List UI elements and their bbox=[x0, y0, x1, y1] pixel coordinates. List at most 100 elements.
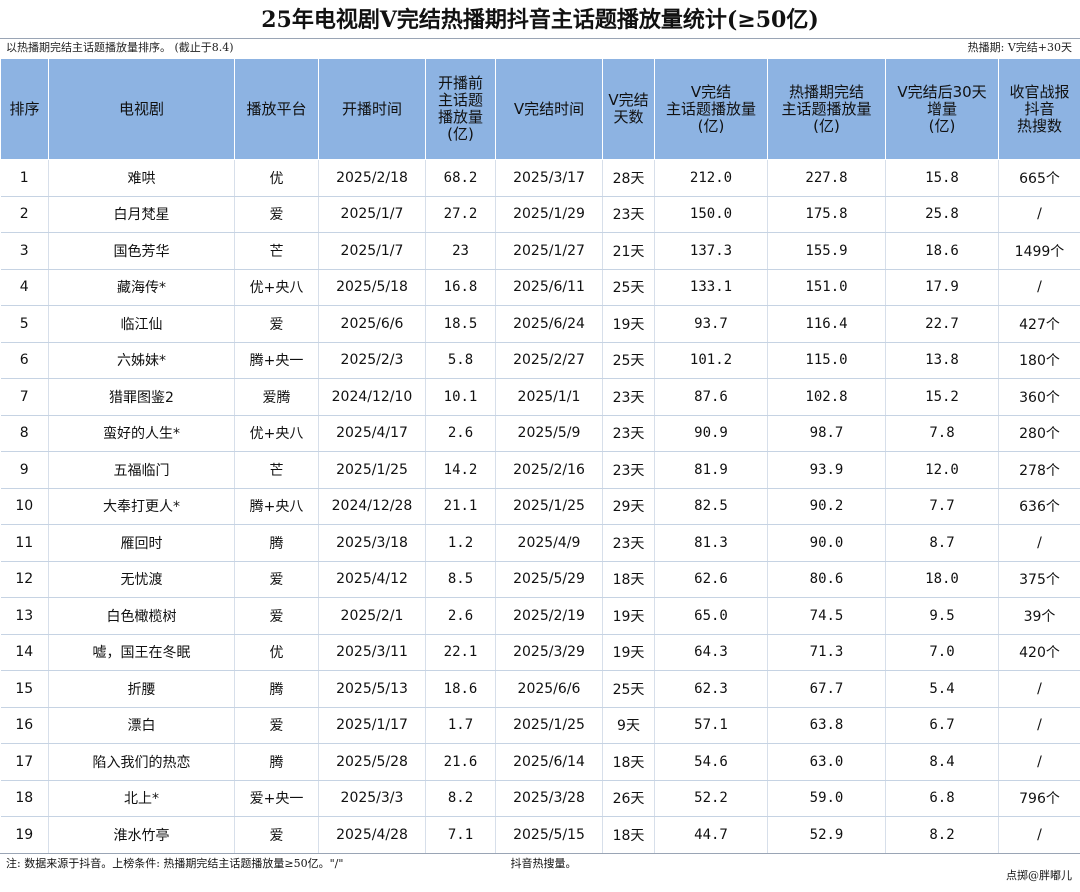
table-cell: 18天 bbox=[603, 561, 655, 598]
table-cell: 2025/4/9 bbox=[496, 525, 603, 562]
table-cell: 116.4 bbox=[768, 306, 886, 343]
table-cell: 7.1 bbox=[426, 817, 496, 854]
table-cell: 280个 bbox=[999, 415, 1080, 452]
table-cell: 2025/5/9 bbox=[496, 415, 603, 452]
table-cell: / bbox=[999, 817, 1080, 854]
table-cell: 爱 bbox=[235, 561, 319, 598]
table-cell: 6.8 bbox=[886, 780, 999, 817]
table-cell: 12 bbox=[1, 561, 49, 598]
column-header: V完结时间 bbox=[496, 59, 603, 160]
sort-note: 以热播期完结主话题播放量排序。 (截止于8.4) bbox=[6, 38, 234, 58]
footer-note-tail: 抖音热搜量。 bbox=[510, 857, 576, 870]
table-cell: 115.0 bbox=[768, 342, 886, 379]
table-cell: 11 bbox=[1, 525, 49, 562]
table-cell: 2025/1/7 bbox=[319, 196, 426, 233]
table-cell: 227.8 bbox=[768, 160, 886, 197]
table-cell: / bbox=[999, 269, 1080, 306]
table-cell: 375个 bbox=[999, 561, 1080, 598]
table-cell: 25.8 bbox=[886, 196, 999, 233]
table-cell: 5.4 bbox=[886, 671, 999, 708]
table-cell: 25天 bbox=[603, 671, 655, 708]
table-cell: 68.2 bbox=[426, 160, 496, 197]
table-cell: 18.5 bbox=[426, 306, 496, 343]
table-cell: 2025/5/18 bbox=[319, 269, 426, 306]
table-cell: 2025/1/29 bbox=[496, 196, 603, 233]
table-cell: 26天 bbox=[603, 780, 655, 817]
table-cell: 151.0 bbox=[768, 269, 886, 306]
footer-note: 注: 数据来源于抖音。上榜条件: 热播期完结主话题播放量≥50亿。"/" 抖音热… bbox=[6, 854, 576, 874]
column-header: 开播时间 bbox=[319, 59, 426, 160]
table-cell: 五福临门 bbox=[49, 452, 235, 489]
table-cell: 665个 bbox=[999, 160, 1080, 197]
table-cell: 9 bbox=[1, 452, 49, 489]
table-cell: 18天 bbox=[603, 744, 655, 781]
table-cell: 212.0 bbox=[655, 160, 768, 197]
table-cell: 2025/5/28 bbox=[319, 744, 426, 781]
table-cell: 淮水竹亭 bbox=[49, 817, 235, 854]
table-cell: 2025/1/27 bbox=[496, 233, 603, 270]
table-cell: 52.2 bbox=[655, 780, 768, 817]
table-cell: 87.6 bbox=[655, 379, 768, 416]
footer: 注: 数据来源于抖音。上榜条件: 热播期完结主话题播放量≥50亿。"/" 抖音热… bbox=[0, 853, 1080, 892]
table-cell: 2025/5/15 bbox=[496, 817, 603, 854]
table-cell: 13.8 bbox=[886, 342, 999, 379]
table-cell: 7 bbox=[1, 379, 49, 416]
table-cell: 腾+央一 bbox=[235, 342, 319, 379]
table-cell: 2.6 bbox=[426, 415, 496, 452]
table-cell: 62.6 bbox=[655, 561, 768, 598]
table-cell: 六姊妹* bbox=[49, 342, 235, 379]
table-cell: 102.8 bbox=[768, 379, 886, 416]
column-header: 热播期完结 主话题播放量 (亿) bbox=[768, 59, 886, 160]
table-cell: 98.7 bbox=[768, 415, 886, 452]
table-cell: / bbox=[999, 744, 1080, 781]
table-cell: 6 bbox=[1, 342, 49, 379]
table-cell: 2025/2/19 bbox=[496, 598, 603, 635]
table-cell: 23天 bbox=[603, 452, 655, 489]
table-cell: 腾 bbox=[235, 671, 319, 708]
table-cell: 17 bbox=[1, 744, 49, 781]
table-cell: 90.9 bbox=[655, 415, 768, 452]
table-cell: 2025/3/18 bbox=[319, 525, 426, 562]
table-cell: 8.2 bbox=[426, 780, 496, 817]
table-cell: 优+央八 bbox=[235, 269, 319, 306]
table-cell: 52.9 bbox=[768, 817, 886, 854]
table-cell: 白月梵星 bbox=[49, 196, 235, 233]
table-cell: / bbox=[999, 525, 1080, 562]
table-cell: 无忧渡 bbox=[49, 561, 235, 598]
table-cell: 360个 bbox=[999, 379, 1080, 416]
table-cell: 8 bbox=[1, 415, 49, 452]
table-cell: 101.2 bbox=[655, 342, 768, 379]
table-cell: 22.1 bbox=[426, 634, 496, 671]
table-cell: 19 bbox=[1, 817, 49, 854]
table-cell: 2025/5/13 bbox=[319, 671, 426, 708]
table-cell: 420个 bbox=[999, 634, 1080, 671]
table-cell: 2025/3/29 bbox=[496, 634, 603, 671]
table-cell: 2025/1/17 bbox=[319, 707, 426, 744]
table-cell: 7.8 bbox=[886, 415, 999, 452]
table-cell: 74.5 bbox=[768, 598, 886, 635]
table-cell: 嘘，国王在冬眠 bbox=[49, 634, 235, 671]
table-cell: 2025/2/18 bbox=[319, 160, 426, 197]
table-cell: 雁回时 bbox=[49, 525, 235, 562]
table-cell: 18.6 bbox=[426, 671, 496, 708]
subtitle-row: 以热播期完结主话题播放量排序。 (截止于8.4) 热播期: V完结+30天 bbox=[0, 38, 1080, 58]
table-cell: 180个 bbox=[999, 342, 1080, 379]
table-cell: 44.7 bbox=[655, 817, 768, 854]
table-cell: 18 bbox=[1, 780, 49, 817]
table-cell: 155.9 bbox=[768, 233, 886, 270]
table-cell: 427个 bbox=[999, 306, 1080, 343]
table-cell: 2025/1/1 bbox=[496, 379, 603, 416]
table-cell: 150.0 bbox=[655, 196, 768, 233]
table-cell: 23天 bbox=[603, 196, 655, 233]
table-cell: 折腰 bbox=[49, 671, 235, 708]
table-cell: 1.7 bbox=[426, 707, 496, 744]
